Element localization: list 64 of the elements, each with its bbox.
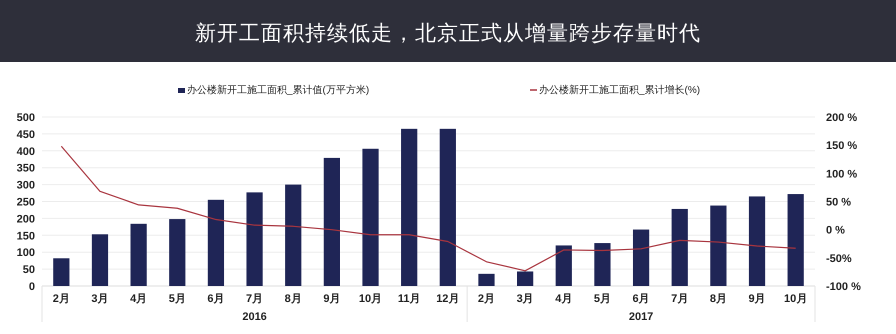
bar — [285, 184, 302, 286]
y2-tick-label: 0 % — [826, 224, 846, 237]
text: 2017 — [628, 311, 654, 323]
y-tick-label: 250 — [16, 196, 35, 208]
bar — [478, 274, 495, 286]
chart-title: 新开工面积持续低走，北京正式从增量跨步存量时代 — [195, 22, 701, 45]
x-tick-label: 2月 — [52, 293, 70, 305]
y-tick-label: 450 — [16, 128, 35, 141]
bar — [130, 224, 147, 286]
x-tick-label: 11月 — [398, 293, 420, 305]
y-tick-label: 350 — [16, 162, 35, 175]
bar — [748, 196, 766, 286]
bar — [710, 206, 726, 286]
y-tick-label: 500 — [16, 112, 35, 124]
x-tick-label: 10月 — [784, 293, 808, 305]
x-tick-label: 2月 — [478, 293, 496, 305]
y-tick-label: 150 — [16, 230, 35, 242]
bar — [632, 230, 650, 286]
line-series — [60, 146, 796, 272]
x-tick-label: 4月 — [555, 293, 572, 305]
y2-tick-label: -100 % — [826, 281, 862, 293]
bar — [594, 243, 611, 286]
bar — [672, 208, 688, 286]
bar — [440, 128, 456, 286]
bar — [169, 219, 186, 286]
x-tick-label: 3月 — [516, 293, 534, 305]
y2-tick-label: 50 % — [826, 196, 852, 208]
bar — [208, 200, 224, 286]
y2-tick-label: 100 % — [826, 168, 858, 180]
y-tick-label: 200 — [16, 213, 35, 226]
x-tick-label: 5月 — [594, 293, 611, 305]
y2-tick-label: 200 % — [826, 112, 858, 124]
x-tick-label: 5月 — [168, 293, 186, 305]
y-tick-label: 0 — [28, 281, 35, 293]
bar — [556, 245, 572, 286]
y-tick-label: 400 — [16, 146, 35, 158]
bar — [246, 192, 263, 286]
x-tick-label: 7月 — [671, 293, 688, 305]
x-tick-label: 3月 — [91, 293, 109, 305]
y-tick-label: 100 — [16, 247, 35, 260]
x-tick-label: 6月 — [207, 293, 224, 305]
bar — [324, 158, 340, 286]
bar — [788, 194, 804, 286]
bar — [401, 128, 418, 286]
bar — [92, 234, 108, 286]
x-tick-label: 4月 — [130, 293, 148, 305]
y2-tick-label: 150 % — [826, 140, 858, 152]
y2-tick-label: -50% — [826, 252, 852, 265]
x-tick-label: 6月 — [632, 293, 650, 305]
x-tick-label: 9月 — [748, 293, 766, 305]
legend-label: 办公楼新开工施工面积_累计值(万平方米) — [187, 84, 370, 96]
x-tick-label: 7月 — [246, 293, 264, 305]
bar — [53, 258, 70, 286]
x-tick-label: 8月 — [284, 293, 302, 305]
bar — [517, 271, 534, 286]
y-tick-label: 300 — [16, 180, 35, 192]
bar — [362, 148, 379, 286]
y-tick-label: 50 — [22, 264, 35, 276]
x-tick-label: 8月 — [710, 293, 727, 305]
x-tick-label: 10月 — [358, 293, 382, 305]
x-tick-label: 12月 — [436, 293, 460, 305]
legend-label: 办公楼新开工施工面积_累计增长(%) — [539, 84, 700, 96]
x-tick-label: 9月 — [323, 293, 340, 305]
text: 2016 — [242, 311, 267, 323]
